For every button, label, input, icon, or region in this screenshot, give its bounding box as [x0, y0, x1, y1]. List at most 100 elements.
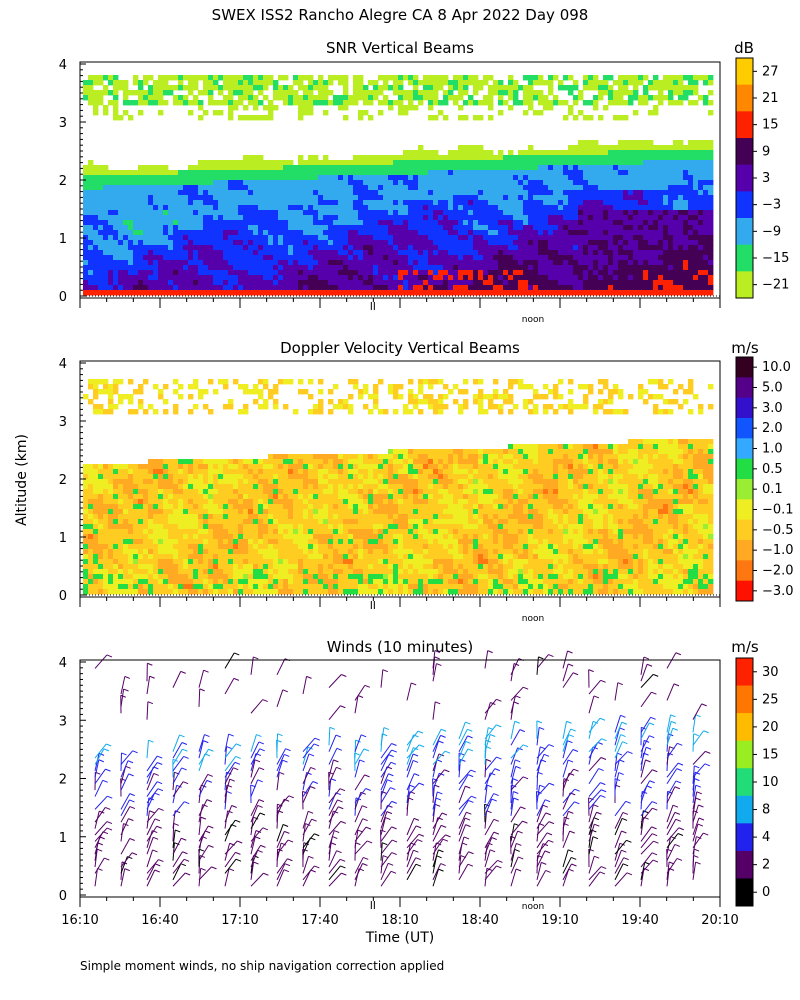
snr-cell [573, 225, 579, 231]
snr-cell [388, 290, 394, 296]
snr-cell [493, 225, 499, 231]
snr-cell [258, 190, 264, 196]
doppler-cell [183, 479, 189, 485]
snr-cell [428, 230, 434, 236]
snr-cell [293, 205, 299, 211]
snr-cell [148, 240, 154, 246]
snr-cell [423, 210, 429, 216]
snr-cell [158, 250, 164, 256]
snr-cell [468, 200, 474, 206]
snr-cell [383, 250, 389, 256]
snr-cell [703, 225, 709, 231]
snr-cell [573, 190, 579, 196]
doppler-cell [123, 554, 129, 560]
snr-cell [668, 190, 674, 196]
doppler-cell [88, 384, 94, 390]
snr-cell [133, 230, 139, 236]
doppler-cell [103, 514, 109, 520]
snr-cell [298, 85, 304, 91]
snr-cell [98, 75, 104, 81]
doppler-cell [88, 504, 94, 510]
snr-cell [218, 275, 224, 281]
snr-cell [338, 185, 344, 191]
snr-cell [313, 210, 319, 216]
snr-cell [413, 230, 419, 236]
snr-cell [653, 200, 659, 206]
snr-cell [168, 215, 174, 221]
y-tick-label: 1 [59, 232, 67, 247]
snr-cell [533, 210, 539, 216]
snr-cell [633, 155, 639, 161]
doppler-cell [173, 574, 179, 580]
snr-cell [428, 75, 434, 81]
snr-cell [363, 155, 369, 161]
snr-cell [388, 230, 394, 236]
snr-cell [168, 285, 174, 291]
snr-cell [298, 180, 304, 186]
snr-cell [278, 75, 284, 81]
snr-cell [673, 205, 679, 211]
doppler-cell [103, 509, 109, 515]
doppler-cell [83, 524, 89, 530]
snr-cell [513, 245, 519, 251]
snr-cell [458, 260, 464, 266]
snr-cell [208, 285, 214, 291]
snr-cell [498, 275, 504, 281]
snr-cell [638, 280, 644, 286]
snr-cell [548, 225, 554, 231]
snr-cell [318, 195, 324, 201]
snr-cell [613, 200, 619, 206]
doppler-cell [133, 389, 139, 395]
snr-cell [308, 105, 314, 111]
doppler-cell [88, 549, 94, 555]
snr-cell [698, 190, 704, 196]
snr-cell [88, 210, 94, 216]
snr-cell [453, 175, 459, 181]
snr-cell [613, 290, 619, 296]
doppler-cell [138, 519, 144, 525]
snr-cell [568, 200, 574, 206]
snr-cell [533, 195, 539, 201]
snr-cell [278, 185, 284, 191]
snr-cell [353, 160, 359, 166]
snr-cell [488, 260, 494, 266]
snr-cell [438, 285, 444, 291]
snr-cell [288, 220, 294, 226]
snr-cell [193, 95, 199, 101]
snr-cell [463, 260, 469, 266]
snr-cell [488, 155, 494, 161]
snr-cell [258, 185, 264, 191]
snr-cell [253, 260, 259, 266]
snr-cell [153, 280, 159, 286]
snr-cell [628, 100, 634, 106]
snr-cell [103, 175, 109, 181]
snr-cell [693, 160, 699, 166]
doppler-cell [183, 584, 189, 590]
snr-cell [243, 245, 249, 251]
snr-cell [533, 290, 539, 296]
snr-cell [388, 85, 394, 91]
snr-cell [628, 210, 634, 216]
snr-cell [108, 275, 114, 281]
snr-cell [443, 175, 449, 181]
snr-cell [418, 170, 424, 176]
snr-cell [208, 175, 214, 181]
snr-cell [548, 245, 554, 251]
doppler-cell [118, 469, 124, 475]
snr-cell [118, 255, 124, 261]
snr-cell [708, 140, 714, 146]
snr-cell [698, 170, 704, 176]
snr-cell [168, 210, 174, 216]
snr-cell [183, 225, 189, 231]
snr-cell [473, 210, 479, 216]
snr-cell [478, 215, 484, 221]
snr-cell [93, 275, 99, 281]
snr-cell [393, 255, 399, 261]
snr-cell [518, 265, 524, 271]
snr-cell [358, 250, 364, 256]
snr-cell [548, 215, 554, 221]
snr-cell [568, 90, 574, 96]
snr-cell [303, 110, 309, 116]
snr-cell [633, 255, 639, 261]
snr-cell [308, 75, 314, 81]
